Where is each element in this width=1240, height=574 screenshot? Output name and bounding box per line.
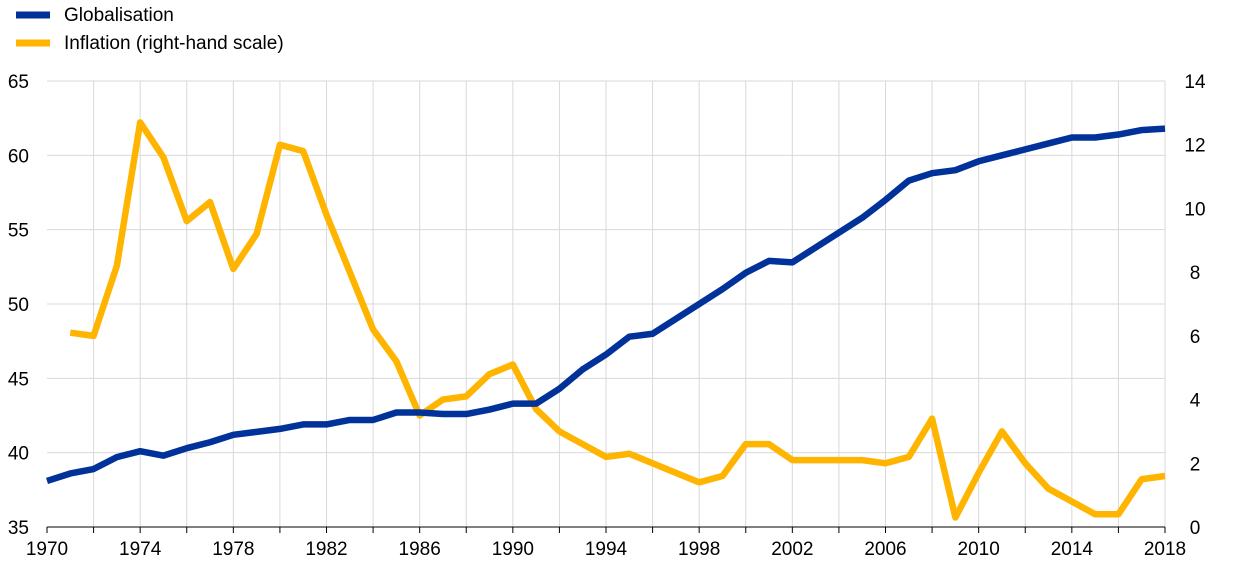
legend: Globalisation Inflation (right-hand scal…: [16, 5, 284, 54]
x-tick-label: 1990: [492, 539, 534, 560]
y-right-tick-label: 2: [1190, 454, 1201, 475]
x-tick-label: 2018: [1144, 539, 1186, 560]
legend-label-inflation: Inflation (right-hand scale): [64, 33, 284, 54]
gridlines: [47, 80, 1166, 528]
y-right-tick-label: 12: [1184, 136, 1205, 157]
x-tick-label: 1998: [678, 539, 720, 560]
y-left-tick-label: 40: [8, 444, 29, 465]
y-right-tick-label: 0: [1190, 518, 1201, 539]
x-tick-label: 2002: [771, 539, 813, 560]
x-tick-label: 1994: [585, 539, 628, 560]
x-tick-label: 2010: [958, 539, 1000, 560]
x-tick-label: 1982: [305, 539, 347, 560]
y-left-tick-label: 35: [8, 518, 29, 539]
x-tick-label: 1978: [212, 539, 254, 560]
y-right-tick-label: 4: [1190, 391, 1201, 412]
series-line-globalisation: [46, 125, 1166, 485]
legend-item-globalisation: Globalisation: [16, 5, 174, 26]
series-line-inflation: [69, 119, 1166, 521]
x-tick-label: 2006: [864, 539, 906, 560]
y-left-tick-label: 55: [8, 221, 29, 242]
series-lines: [46, 119, 1166, 521]
y-right-tick-label: 6: [1190, 327, 1201, 348]
legend-item-inflation: Inflation (right-hand scale): [16, 33, 284, 54]
legend-label-globalisation: Globalisation: [64, 5, 174, 26]
x-tick-label: 1974: [119, 539, 162, 560]
y-right-tick-label: 8: [1190, 263, 1201, 284]
x-tick-label: 1970: [26, 539, 68, 560]
x-tick-label: 1986: [399, 539, 441, 560]
y-left-tick-label: 65: [8, 72, 29, 93]
y-left-tick-label: 50: [8, 295, 29, 316]
y-right-tick-label: 10: [1184, 199, 1205, 220]
axes: 1970 1974 1978 1982 1986 1990 1994 1998 2002 2006…: [8, 72, 1206, 560]
y-left-tick-label: 60: [8, 146, 29, 167]
y-right-tick-label: 14: [1184, 72, 1206, 93]
x-tick-label: 2014: [1051, 539, 1094, 560]
y-left-tick-label: 45: [8, 369, 29, 390]
